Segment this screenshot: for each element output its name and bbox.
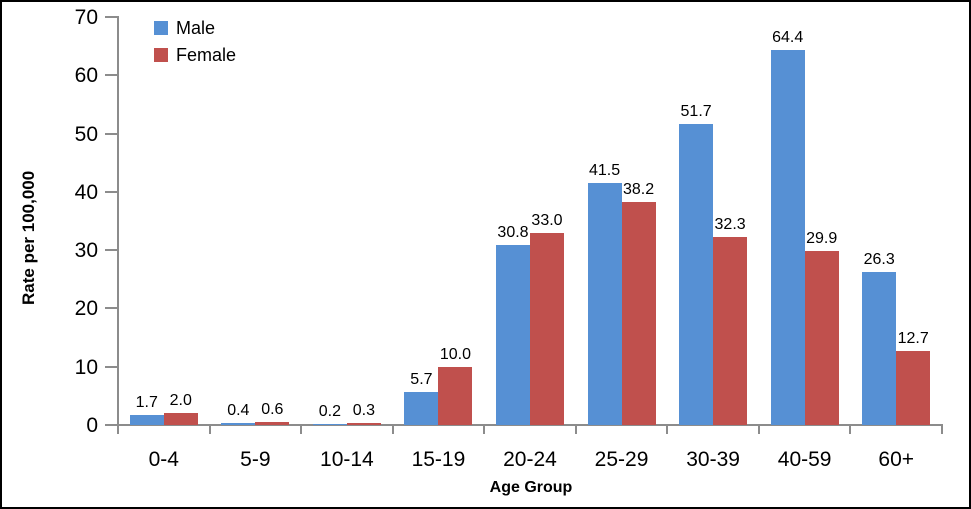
value-label-male-60+: 26.3 bbox=[863, 250, 895, 268]
bar-group-30-39: 51.7 32.3 bbox=[667, 17, 759, 425]
x-axis-tick bbox=[117, 426, 119, 434]
value-label-female-10-14: 0.3 bbox=[352, 402, 375, 420]
x-axis-tick bbox=[666, 426, 669, 434]
bar-male-0-4: 1.7 bbox=[129, 395, 164, 425]
value-label-female-60+: 12.7 bbox=[897, 329, 929, 347]
value-label-female-15-19: 10.0 bbox=[439, 345, 471, 363]
y-axis-line bbox=[117, 16, 119, 426]
male-swatch-icon bbox=[154, 21, 168, 35]
legend-item-male: Male bbox=[154, 19, 236, 37]
y-axis-tick bbox=[105, 365, 117, 368]
bar-male-5-9: 0.4 bbox=[221, 402, 256, 425]
x-axis-category-label: 5-9 bbox=[240, 448, 271, 471]
legend-label-female: Female bbox=[176, 45, 237, 65]
x-axis-tick bbox=[941, 426, 943, 434]
value-label-female-0-4: 2.0 bbox=[169, 392, 192, 410]
legend-label-male: Male bbox=[176, 18, 216, 38]
y-axis-tick-label: 70 bbox=[74, 6, 98, 29]
bar-female-10-14: 0.3 bbox=[346, 403, 381, 425]
y-axis-tick-label: 40 bbox=[74, 180, 98, 204]
x-axis-category-label: 20-24 bbox=[503, 448, 557, 471]
x-axis-tick bbox=[300, 426, 303, 434]
bar-male-40-59: 64.4 bbox=[770, 29, 805, 425]
legend: Male Female bbox=[154, 19, 236, 64]
bar-group-60+: 26.3 12.7 bbox=[850, 17, 942, 425]
bar-female-25-29: 38.2 bbox=[621, 182, 656, 425]
x-axis-category-label: 0-4 bbox=[148, 448, 179, 471]
value-label-male-0-4: 1.7 bbox=[135, 394, 158, 412]
y-axis-tick-label: 30 bbox=[74, 239, 98, 263]
x-axis-tick bbox=[574, 426, 577, 434]
value-label-male-40-59: 64.4 bbox=[772, 28, 804, 46]
value-label-male-10-14: 0.2 bbox=[318, 402, 341, 420]
y-axis-tick bbox=[105, 132, 117, 135]
bar-group-5-9: 0.4 0.6 bbox=[210, 17, 302, 425]
x-axis-category-label: 30-39 bbox=[686, 448, 740, 471]
x-axis-category-label: 15-19 bbox=[411, 448, 466, 471]
x-axis-category-label: 40-59 bbox=[777, 448, 832, 471]
bar-male-25-29: 41.5 bbox=[587, 163, 622, 425]
bar-group-0-4: 1.7 2.0 bbox=[118, 17, 210, 425]
bar-group-20-24: 30.8 33.0 bbox=[484, 17, 576, 425]
y-axis-tick-label: 0 bbox=[86, 414, 98, 437]
x-axis-tick bbox=[208, 426, 211, 434]
value-label-male-20-24: 30.8 bbox=[497, 224, 529, 242]
value-label-female-25-29: 38.2 bbox=[622, 181, 655, 199]
female-swatch-icon bbox=[154, 48, 168, 62]
y-axis-tick-label: 60 bbox=[74, 64, 98, 88]
value-label-female-20-24: 33.0 bbox=[531, 211, 563, 229]
x-axis-title: Age Group bbox=[489, 479, 573, 496]
bar-female-15-19: 10.0 bbox=[438, 346, 473, 425]
x-axis-tick bbox=[849, 426, 852, 434]
value-label-female-5-9: 0.6 bbox=[261, 400, 284, 418]
value-label-male-5-9: 0.4 bbox=[227, 401, 250, 419]
bar-female-60+: 12.7 bbox=[896, 330, 931, 425]
y-axis-title: Rate per 100,000 bbox=[19, 170, 38, 305]
y-axis-tick bbox=[105, 74, 117, 77]
x-axis-tick bbox=[757, 426, 760, 434]
x-axis-category-label: 10-14 bbox=[320, 448, 374, 471]
value-label-male-30-39: 51.7 bbox=[680, 102, 712, 120]
x-axis-line bbox=[105, 424, 943, 426]
y-axis-tick bbox=[105, 190, 117, 193]
bar-female-30-39: 32.3 bbox=[713, 216, 748, 425]
bar-female-0-4: 2.0 bbox=[163, 393, 198, 425]
y-axis-tick-label: 20 bbox=[74, 297, 98, 321]
y-axis-tick bbox=[105, 307, 117, 310]
bar-male-15-19: 5.7 bbox=[404, 371, 439, 425]
bar-female-20-24: 33.0 bbox=[529, 212, 564, 425]
bar-group-25-29: 41.5 38.2 bbox=[576, 17, 668, 425]
x-axis-tick bbox=[483, 426, 486, 434]
y-axis-tick bbox=[105, 16, 117, 18]
x-axis-tick bbox=[391, 426, 394, 434]
y-axis-tick bbox=[105, 249, 117, 252]
bar-group-10-14: 0.2 0.3 bbox=[301, 17, 393, 425]
bar-group-15-19: 5.7 10.0 bbox=[393, 17, 485, 425]
value-label-female-40-59: 29.9 bbox=[806, 229, 838, 247]
bar-female-5-9: 0.6 bbox=[255, 401, 290, 425]
bar-male-20-24: 30.8 bbox=[495, 225, 530, 425]
y-axis-tick bbox=[105, 424, 117, 426]
x-axis-category-label: 60+ bbox=[878, 448, 915, 471]
bar-male-30-39: 51.7 bbox=[679, 103, 714, 425]
bar-male-10-14: 0.2 bbox=[312, 403, 347, 425]
value-label-male-15-19: 5.7 bbox=[410, 370, 433, 388]
value-label-female-30-39: 32.3 bbox=[714, 215, 746, 233]
x-axis-category-label: 25-29 bbox=[594, 448, 649, 471]
value-label-male-25-29: 41.5 bbox=[588, 162, 621, 180]
y-axis-tick-label: 10 bbox=[74, 355, 98, 379]
y-axis-tick-label: 50 bbox=[74, 122, 98, 146]
bar-male-60+: 26.3 bbox=[862, 251, 897, 425]
bar-female-40-59: 29.9 bbox=[804, 230, 839, 425]
legend-item-female: Female bbox=[154, 46, 236, 64]
bar-group-40-59: 64.4 29.9 bbox=[759, 17, 851, 425]
